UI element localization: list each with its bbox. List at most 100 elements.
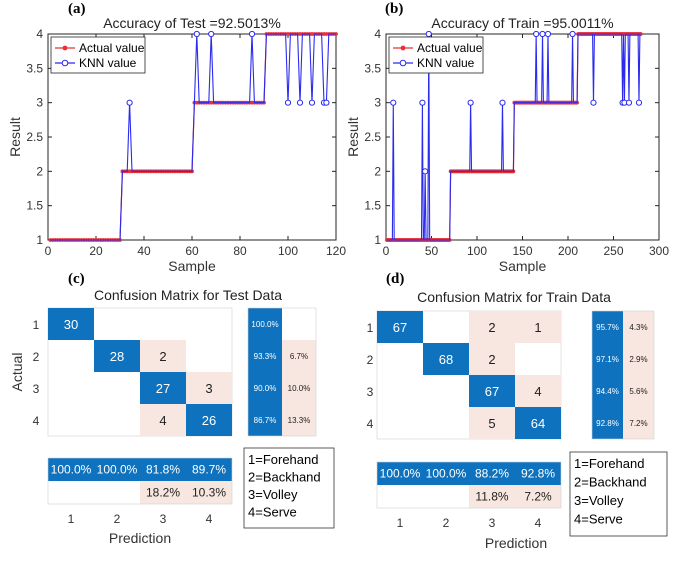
row-summary-frame [247,307,317,437]
confusion-value: 30 [64,317,78,332]
knn-value-point [539,30,546,38]
row-summary-value: 95.7% [596,323,619,332]
row-summary-value: 4.3% [629,323,647,332]
confusion-cell [377,311,423,343]
row-summary-correct [248,308,282,340]
x-axis-label: Prediction [109,530,171,546]
knn-value-point [625,99,633,106]
confusion-cell [469,343,515,375]
column-class-label: 3 [489,516,496,530]
confusion-cell [94,340,140,372]
x-tick-label: 200 [558,244,578,258]
x-axis-label: Prediction [485,535,547,551]
class-key-entry: 3=Volley [248,487,298,502]
col-summary-error [515,485,561,508]
x-tick-label: 40 [137,244,151,258]
confusion-value: 67 [485,384,499,399]
legend-knn-marker [399,59,407,67]
x-tick-label: 300 [649,244,669,258]
knn-value-point [499,99,506,106]
col-summary-value: 92.8% [521,467,555,481]
y-tick-label: 3.5 [26,61,43,75]
confusion-cell [469,407,515,439]
confusion-cell [515,311,561,343]
legend-box [388,36,484,74]
confusion-value: 67 [393,320,407,335]
row-class-label: 2 [33,350,40,364]
confusion-value: 2 [488,320,495,335]
row-class-label: 4 [367,417,374,431]
chart-title: Confusion Matrix for Train Data [417,289,611,305]
confusion-cell [515,407,561,439]
column-class-label: 1 [68,512,75,526]
legend-entry: KNN value [417,56,475,70]
y-tick-label: 1 [374,233,381,247]
row-summary-value: 5.6% [629,387,647,396]
col-summary-error [186,481,232,504]
legend-entry: Actual value [79,41,145,55]
column-class-label: 4 [535,516,542,530]
y-tick-label: 2.5 [26,130,43,144]
x-tick-label: 50 [425,244,439,258]
y-axis-label: Result [345,117,361,157]
row-class-label: 1 [367,321,374,335]
col-summary-frame [376,461,562,509]
row-summary-error [282,372,316,404]
col-summary-value: 11.8% [475,490,508,504]
x-tick-label: 250 [603,244,623,258]
confusion-cell [469,375,515,407]
confusion-value: 2 [159,349,166,364]
confusion-value: 2 [488,352,495,367]
panel-label: (c) [68,271,85,287]
legend-entry: Actual value [417,41,483,55]
panel-label: (d) [386,271,404,287]
row-class-label: 1 [33,318,40,332]
knn-value-line [50,33,336,241]
row-summary-value: 6.7% [290,352,308,361]
x-tick-label: 150 [512,244,532,258]
row-summary-error [623,311,654,343]
confusion-value: 26 [202,413,216,428]
legend-actual-marker [62,45,68,51]
x-axis-label: Sample [499,258,547,274]
class-key-box [243,447,335,529]
knn-value-point [467,99,474,106]
class-key-entry: 1=Forehand [574,456,644,471]
col-summary-correct [423,462,469,485]
confusion-cell [423,343,469,375]
row-summary-error [623,407,654,439]
y-tick-label: 2 [374,164,381,178]
col-summary-correct [515,462,561,485]
y-tick-label: 4 [36,27,43,41]
column-class-label: 2 [114,512,121,526]
col-summary-value: 89.7% [192,463,226,477]
knn-value-point [284,99,292,106]
row-summary-correct [248,404,282,436]
row-summary-error [282,404,316,436]
y-axis-label: Result [7,117,23,157]
row-summary-error [282,340,316,372]
panel-label: (b) [385,1,403,17]
row-summary-value: 100.0% [251,320,278,329]
confusion-value: 28 [110,349,124,364]
row-summary-correct [592,375,623,407]
x-axis-label: Sample [168,258,216,274]
knn-value-point [248,30,256,38]
confusion-value: 1 [534,320,541,335]
row-summary-value: 86.7% [254,416,277,425]
row-summary-value: 10.0% [288,384,311,393]
knn-value-point [590,99,597,106]
col-summary-error [469,485,515,508]
y-tick-label: 2.5 [364,130,381,144]
confusion-value: 5 [488,416,495,431]
row-class-label: 4 [33,414,40,428]
knn-value-point [208,30,215,38]
confusion-cell [48,308,94,340]
y-tick-label: 1.5 [364,199,381,213]
knn-value-point [193,30,200,38]
knn-value-point [533,30,540,38]
y-tick-label: 1.5 [26,199,43,213]
col-summary-value: 100.0% [97,463,138,477]
col-summary-value: 81.8% [146,463,180,477]
knn-value-point [296,99,304,106]
